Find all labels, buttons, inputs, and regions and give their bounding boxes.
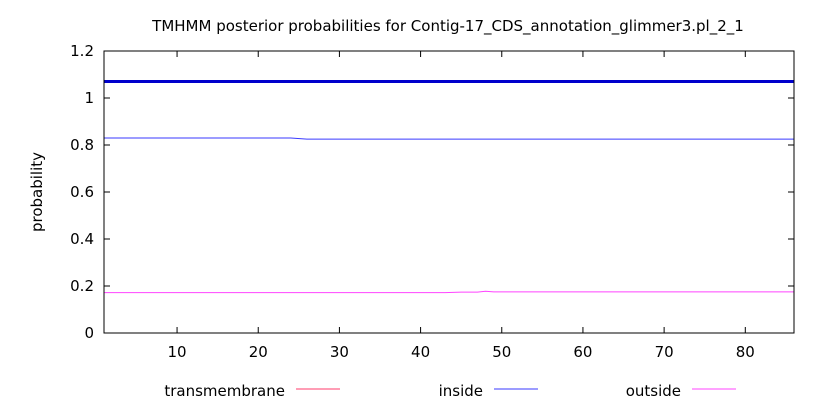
legend-label-outside: outside — [626, 382, 681, 400]
y-tick-label: 0.8 — [70, 136, 94, 154]
y-axis-label: probability — [28, 152, 46, 232]
plot-lines — [104, 80, 794, 334]
y-tick-label: 0.4 — [70, 230, 94, 248]
x-tick-label: 10 — [168, 343, 187, 361]
x-tick-label: 60 — [573, 343, 592, 361]
y-tick-label: 0.6 — [70, 183, 94, 201]
y-tick-label: 1.2 — [70, 42, 94, 60]
inside-series-line — [104, 137, 794, 140]
outside-series-line — [104, 290, 794, 294]
x-axis-ticks: 10 20 30 40 50 60 70 80 — [168, 51, 755, 361]
x-tick-label: 80 — [736, 343, 755, 361]
x-tick-label: 30 — [330, 343, 349, 361]
legend-label-inside: inside — [439, 382, 483, 400]
x-tick-label: 50 — [492, 343, 511, 361]
y-tick-label: 1 — [84, 89, 94, 107]
legend-label-transmembrane: transmembrane — [164, 382, 285, 400]
x-tick-label: 20 — [249, 343, 268, 361]
y-tick-label: 0.2 — [70, 277, 94, 295]
y-axis-ticks: 0 0.2 0.4 0.6 0.8 1 1.2 — [70, 42, 794, 342]
x-tick-label: 70 — [655, 343, 674, 361]
x-tick-label: 40 — [411, 343, 430, 361]
chart-title: TMHMM posterior probabilities for Contig… — [151, 17, 744, 36]
plot-frame — [103, 50, 795, 334]
legend: transmembrane inside outside — [164, 382, 736, 400]
y-tick-label: 0 — [84, 324, 94, 342]
